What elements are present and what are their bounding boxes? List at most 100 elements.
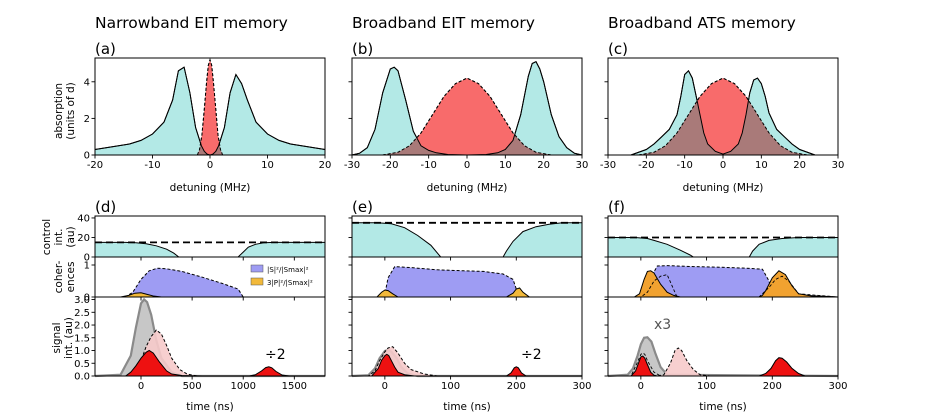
signal-input-outline-f xyxy=(607,336,839,378)
panel-label-e: (e) xyxy=(352,198,373,216)
xaxis-signal-e-ticklabel: 200 xyxy=(507,381,526,392)
ylabel-coherences-2: ences xyxy=(65,262,77,293)
ylabel-control-2: int. xyxy=(53,228,65,245)
title-col-2: Broadband EIT memory xyxy=(352,14,535,32)
xaxis-a-ticklabel: 20 xyxy=(319,160,332,171)
xaxis-c-ticklabel: 0 xyxy=(720,160,726,171)
panel-label-b: (b) xyxy=(352,40,373,58)
ylabel-signal-1: signal xyxy=(51,322,63,353)
signal-transmitted-e-line xyxy=(352,353,582,377)
xaxis-signal-e-ticklabel: 100 xyxy=(441,381,460,392)
absorption-b-fill xyxy=(352,61,582,156)
signal-transmitted-f-fill xyxy=(608,356,838,376)
xaxis-c-ticklabel: -30 xyxy=(600,160,616,171)
xaxis-b-ticklabel: -10 xyxy=(420,160,436,171)
xlabel-a: detuning (MHz) xyxy=(170,182,251,194)
yaxis-a-ticklabel: 0 xyxy=(84,151,90,162)
xaxis-a-ticklabel: -10 xyxy=(144,160,160,171)
xlabel-f: time (ns) xyxy=(699,401,746,413)
signal-stored-dashed-f xyxy=(608,352,838,377)
yaxis-signal-d-ticklabel: 0.5 xyxy=(74,359,90,370)
xlabel-c: detuning (MHz) xyxy=(683,182,764,194)
yaxis-signal-d-ticklabel: 0.0 xyxy=(74,372,90,383)
signal-stored-d-line xyxy=(95,329,325,377)
annotation-div2-e: ÷2 xyxy=(521,347,542,363)
legend: |S|²/|Smax|² 3|P|²/|Smax|² xyxy=(250,264,313,287)
coherence-p-e-fill xyxy=(352,288,582,297)
xaxis-signal-d-ticklabel: 0 xyxy=(138,381,144,392)
annotation-div2-d: ÷2 xyxy=(265,347,286,363)
frame-signal-d xyxy=(94,296,326,377)
overlap-a xyxy=(197,143,223,155)
signal-transmitted-f-line xyxy=(608,355,838,377)
yaxis-signal-d-ticklabel: 2.5 xyxy=(74,308,90,319)
yaxis-a-ticklabel: 2 xyxy=(84,114,90,125)
ylabel-absorption-2: (units of d) xyxy=(65,82,77,139)
yaxis-coherence-d-ticklabel: 1 xyxy=(84,261,90,272)
xaxis-signal-f-ticklabel: 100 xyxy=(697,381,716,392)
yaxis-signal-d-ticklabel: 2.0 xyxy=(74,321,90,332)
yaxis-signal-d-ticklabel: 1.5 xyxy=(74,333,90,344)
panel-label-c: (c) xyxy=(608,40,628,58)
signal-spectrum-a-fill xyxy=(197,59,223,155)
signal-transmitted-e-fill xyxy=(352,354,582,376)
ylabel-coherences-1: coher- xyxy=(53,260,65,293)
xaxis-b-ticklabel: -30 xyxy=(344,160,360,171)
ylabel-signal-2: int. (au) xyxy=(63,317,75,359)
xaxis-signal-d-ticklabel: 1000 xyxy=(230,381,255,392)
yaxis-a-ticklabel: 4 xyxy=(84,77,90,88)
xaxis-c-ticklabel: -10 xyxy=(676,160,692,171)
absorption-outline-c xyxy=(608,69,838,156)
xaxis-a-ticklabel: 0 xyxy=(207,160,213,171)
title-col-3: Broadband ATS memory xyxy=(608,14,796,32)
xaxis-signal-f-ticklabel: 200 xyxy=(763,381,782,392)
control-f-fill xyxy=(608,237,838,257)
signal-transmitted-d-fill xyxy=(95,350,325,376)
overlap-c xyxy=(638,101,808,155)
signal-retrieved-f-fill xyxy=(759,357,806,376)
absorption-c-fill xyxy=(608,70,838,155)
xaxis-c-ticklabel: 10 xyxy=(755,160,768,171)
xaxis-signal-e-ticklabel: 0 xyxy=(382,381,388,392)
xlabel-e: time (ns) xyxy=(443,401,490,413)
overlap-b xyxy=(382,135,552,155)
yaxis-signal-d-ticklabel: 3.0 xyxy=(74,295,90,306)
title-col-1: Narrowband EIT memory xyxy=(95,14,288,32)
yaxis-signal-d-ticklabel: 1.0 xyxy=(74,346,90,357)
signal-input-d-fill xyxy=(95,299,325,376)
xaxis-signal-f-ticklabel: 300 xyxy=(828,381,847,392)
xaxis-signal-d-ticklabel: 1500 xyxy=(282,381,307,392)
panel-label-d: (d) xyxy=(95,198,116,216)
xaxis-b-ticklabel: 10 xyxy=(499,160,512,171)
coherence-s-d-fill xyxy=(95,268,325,297)
panel-label-a: (a) xyxy=(95,40,116,58)
ylabel-control-3: (au) xyxy=(65,226,77,247)
xaxis-c-ticklabel: 30 xyxy=(832,160,845,171)
xaxis-c-ticklabel: 20 xyxy=(793,160,806,171)
control-e-fill xyxy=(352,222,582,257)
signal-retrieved-e-fill xyxy=(506,366,527,376)
signal-retrieved-f-line xyxy=(758,357,806,377)
signal-spectrum-b-fill xyxy=(382,78,552,155)
signal-spectrum-outline-a xyxy=(196,58,224,156)
xaxis-c-ticklabel: -20 xyxy=(638,160,654,171)
xaxis-b-ticklabel: 30 xyxy=(576,160,589,171)
xaxis-signal-e-ticklabel: 300 xyxy=(572,381,591,392)
xaxis-signal-f-ticklabel: 0 xyxy=(638,381,644,392)
frame-signal-f xyxy=(607,296,839,377)
ylabel-absorption-1: absorption xyxy=(53,83,65,139)
xlabel-d: time (ns) xyxy=(186,401,233,413)
frame-signal-e xyxy=(351,296,583,377)
xaxis-signal-d-ticklabel: 500 xyxy=(183,381,202,392)
xaxis-a-ticklabel: -20 xyxy=(87,160,103,171)
xaxis-a-ticklabel: 10 xyxy=(261,160,274,171)
control-d-fill xyxy=(95,242,325,257)
signal-retrieved-e-line xyxy=(506,366,527,377)
xlabel-b: detuning (MHz) xyxy=(427,182,508,194)
legend-label-s: |S|²/|Smax|² xyxy=(267,266,309,274)
xaxis-b-ticklabel: 20 xyxy=(537,160,550,171)
xaxis-b-ticklabel: 0 xyxy=(464,160,470,171)
signal-stored-e-fill xyxy=(352,346,582,376)
yaxis-control-d-ticklabel: 0 xyxy=(84,253,90,264)
